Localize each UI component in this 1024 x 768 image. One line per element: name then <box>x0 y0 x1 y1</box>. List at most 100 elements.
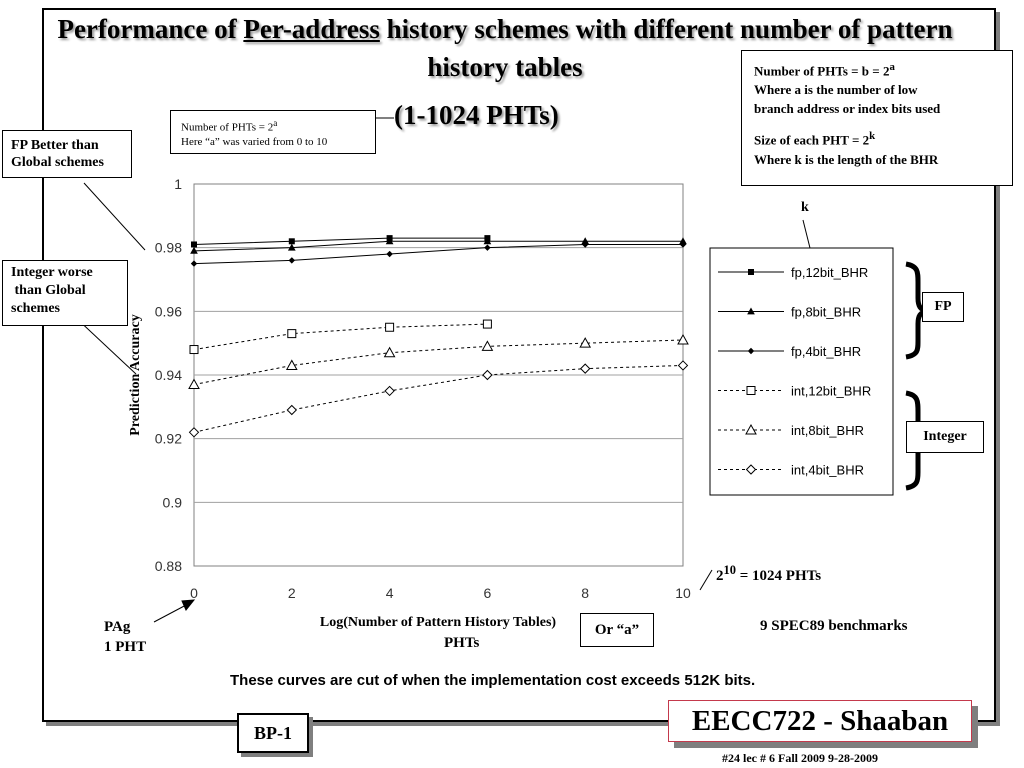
pag-label: PAg 1 PHT <box>104 617 146 657</box>
data-point <box>677 360 689 371</box>
def-line1-exponent: a <box>889 61 895 73</box>
data-point <box>748 269 754 275</box>
pag-arrowhead <box>181 599 196 611</box>
slide-title: Performance of Per-address history schem… <box>40 10 970 86</box>
fp-group-label: FP <box>922 292 964 322</box>
series-int-8bit-bhr <box>188 333 689 390</box>
pag-line2: 1 PHT <box>104 639 147 655</box>
phts-rest: = 1024 PHTs <box>736 568 822 584</box>
integer-group-label: Integer <box>906 421 984 453</box>
data-point <box>287 329 297 339</box>
y-tick-label: 0.9 <box>163 494 183 510</box>
legend-entry: fp,12bit_BHR <box>718 265 868 280</box>
y-tick-label: 0.96 <box>155 303 182 319</box>
phts-word: PHTs <box>444 635 480 651</box>
data-point <box>190 246 198 254</box>
legend-entry: int,8bit_BHR <box>718 423 864 438</box>
pht-note-line1: Number of PHTs = 2 <box>181 121 274 134</box>
data-point <box>745 423 757 435</box>
series-int-4bit-bhr <box>188 360 689 438</box>
def-line5: Where k is the length of the BHR <box>754 151 939 167</box>
pag-line1: PAg <box>104 619 131 635</box>
def-line2: Where a is the number of low <box>754 82 918 98</box>
data-point <box>579 363 591 374</box>
def-line4: Size of each PHT = 2 <box>754 132 870 148</box>
data-point <box>285 359 298 370</box>
x-tick-label: 10 <box>675 585 691 601</box>
data-point <box>747 307 755 315</box>
slide-frame <box>42 8 996 722</box>
bp-label: BP-1 <box>237 713 309 753</box>
data-point <box>745 464 757 475</box>
x-tick-labels: 0 2 4 6 8 10 <box>190 585 691 601</box>
y-tick-labels: 0.88 0.9 0.92 0.94 0.96 0.98 1 <box>155 176 182 574</box>
title-underlined: Per-address <box>243 14 380 44</box>
data-point <box>385 322 395 332</box>
y-axis-label: Prediction Accuracy <box>128 314 143 435</box>
x-tick-label: 6 <box>484 585 492 601</box>
x-tick-label: 4 <box>386 585 394 601</box>
data-point <box>483 237 492 245</box>
title-part1: Performance of <box>57 14 244 44</box>
y-tick-label: 0.98 <box>155 240 182 256</box>
phts-1024-label: 210 = 1024 PHTs <box>716 563 821 585</box>
gridlines <box>194 247 683 503</box>
series-line <box>193 240 683 252</box>
data-point <box>288 257 296 264</box>
phts-exponent: 10 <box>723 563 737 577</box>
legend-entry: fp,4bit_BHR <box>718 344 861 359</box>
y-tick-label: 0.94 <box>155 367 182 383</box>
data-point <box>190 260 198 267</box>
pht-definition-note: Number of PHTs = b = 2a Where a is the n… <box>741 50 1013 186</box>
x-tick-label: 8 <box>581 585 589 601</box>
data-point <box>287 243 296 251</box>
slide-footer: #24 lec # 6 Fall 2009 9-28-2009 <box>722 751 878 765</box>
data-point <box>383 346 396 358</box>
pht-count-note: Number of PHTs = 2a Here “a” was varied … <box>170 110 376 154</box>
series-line <box>193 237 488 245</box>
y-tick-label: 0.88 <box>155 558 182 574</box>
def-line1: Number of PHTs = b = 2 <box>754 63 890 79</box>
y-tick-label: 0.92 <box>155 431 182 447</box>
legend-entry: fp,8bit_BHR <box>718 305 861 320</box>
data-point <box>188 427 200 438</box>
slide-subtitle: (1-1024 PHTs) <box>394 100 559 130</box>
data-point <box>191 241 197 248</box>
fp-better-note: FP Better than Global schemes <box>2 130 132 178</box>
data-point <box>481 340 494 351</box>
data-point <box>484 244 491 251</box>
data-point <box>288 238 295 245</box>
legend-label: int,12bit_BHR <box>791 384 871 399</box>
fp-better-pointer <box>83 182 146 251</box>
legend-items: fp,12bit_BHR fp,8bit_BHR fp,4bit_BHR int,12… <box>718 265 871 478</box>
y-tick-label: 1 <box>174 176 182 192</box>
legend-label: int,4bit_BHR <box>791 463 864 478</box>
data-point <box>385 237 394 245</box>
series-line <box>193 339 684 386</box>
data-point <box>482 319 492 329</box>
def-line3: branch address or index bits used <box>754 101 941 117</box>
x-tick-label: 0 <box>190 585 198 601</box>
data-point <box>677 333 689 345</box>
data-point <box>188 378 200 390</box>
data-point <box>384 385 395 397</box>
title-part2: history schemes with different number of… <box>379 14 953 82</box>
series-layer <box>188 235 689 438</box>
x-tick-label: 2 <box>288 585 296 601</box>
series-line <box>193 323 488 351</box>
k-label: k <box>801 200 809 215</box>
pht-note-exponent: a <box>273 118 278 128</box>
legend-label: fp,8bit_BHR <box>791 305 861 320</box>
phts-base: 2 <box>716 568 724 584</box>
int-worse-note: Integer worse than Global schemes <box>2 260 128 326</box>
legend-box <box>709 247 894 496</box>
data-point <box>581 241 589 248</box>
legend-entry: int,4bit_BHR <box>718 463 864 478</box>
legend-label: int,8bit_BHR <box>791 423 864 438</box>
data-point <box>386 250 393 258</box>
series-line <box>193 243 683 265</box>
series-fp-8bit-bhr <box>190 237 687 254</box>
legend-entry: int,12bit_BHR <box>718 384 871 399</box>
pht-note-line2: Here “a” was varied from 0 to 10 <box>181 135 328 148</box>
